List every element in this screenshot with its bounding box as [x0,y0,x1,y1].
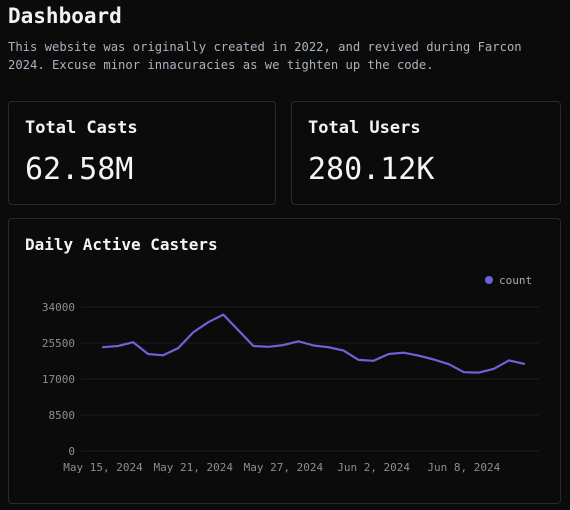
data-point[interactable] [157,349,169,361]
x-tick-label: Jun 2, 2024 [337,461,410,474]
x-tick-label: May 15, 2024 [63,461,143,474]
daily-active-casters-card: Daily Active Casters 0 8500 17000 25500 3400… [8,218,561,504]
data-point[interactable] [413,350,425,362]
series-count-points [97,309,530,379]
data-point[interactable] [428,354,440,366]
page-title: Dashboard [8,4,122,28]
legend-label-count: count [499,274,532,287]
series-count-line [101,313,526,374]
total-casts-value: 62.58M [25,152,134,187]
data-point[interactable] [338,345,350,357]
data-point[interactable] [217,309,229,321]
chart-title: Daily Active Casters [25,235,218,254]
data-point[interactable] [187,326,199,338]
data-point[interactable] [97,341,109,353]
data-point[interactable] [292,335,304,347]
data-point[interactable] [232,324,244,336]
total-casts-card: Total Casts 62.58M [8,101,276,205]
data-point[interactable] [398,347,410,359]
data-point[interactable] [353,354,365,366]
page-subtitle: This website was originally created in 2… [8,40,522,72]
y-tick-label: 25500 [42,337,75,350]
data-point[interactable] [127,336,139,348]
legend-swatch-count [485,276,493,284]
data-point[interactable] [308,340,320,352]
total-users-value: 280.12K [308,152,435,187]
data-point[interactable] [142,348,154,360]
chart-legend[interactable]: count [485,274,532,287]
data-point[interactable] [503,354,515,366]
data-point[interactable] [488,363,500,375]
y-tick-label: 0 [68,445,75,458]
data-point[interactable] [247,340,259,352]
x-tick-label: Jun 8, 2024 [427,461,500,474]
data-point[interactable] [262,341,274,353]
data-point[interactable] [443,358,455,370]
y-tick-label: 8500 [49,409,76,422]
total-users-label: Total Users [308,118,421,138]
data-point[interactable] [277,339,289,351]
daily-active-casters-chart: 0 8500 17000 25500 34000 May 15, 2024 May 21,… [42,274,539,474]
data-point[interactable] [473,367,485,379]
chart-gridlines [81,306,539,452]
x-tick-label: May 27, 2024 [244,461,324,474]
data-point[interactable] [458,366,470,378]
data-point[interactable] [518,358,530,370]
data-point[interactable] [172,342,184,354]
data-point[interactable] [202,316,214,328]
data-point[interactable] [112,340,124,352]
y-axis-ticks: 0 8500 17000 25500 34000 [42,301,75,458]
y-tick-label: 17000 [42,373,75,386]
data-point[interactable] [383,348,395,360]
data-point[interactable] [368,355,380,367]
x-axis-ticks: May 15, 2024 May 21, 2024 May 27, 2024 Jun … [63,461,500,474]
total-users-card: Total Users 280.12K [291,101,561,205]
y-tick-label: 34000 [42,301,75,314]
x-tick-label: May 21, 2024 [153,461,233,474]
total-casts-label: Total Casts [25,118,138,138]
data-point[interactable] [323,341,335,353]
